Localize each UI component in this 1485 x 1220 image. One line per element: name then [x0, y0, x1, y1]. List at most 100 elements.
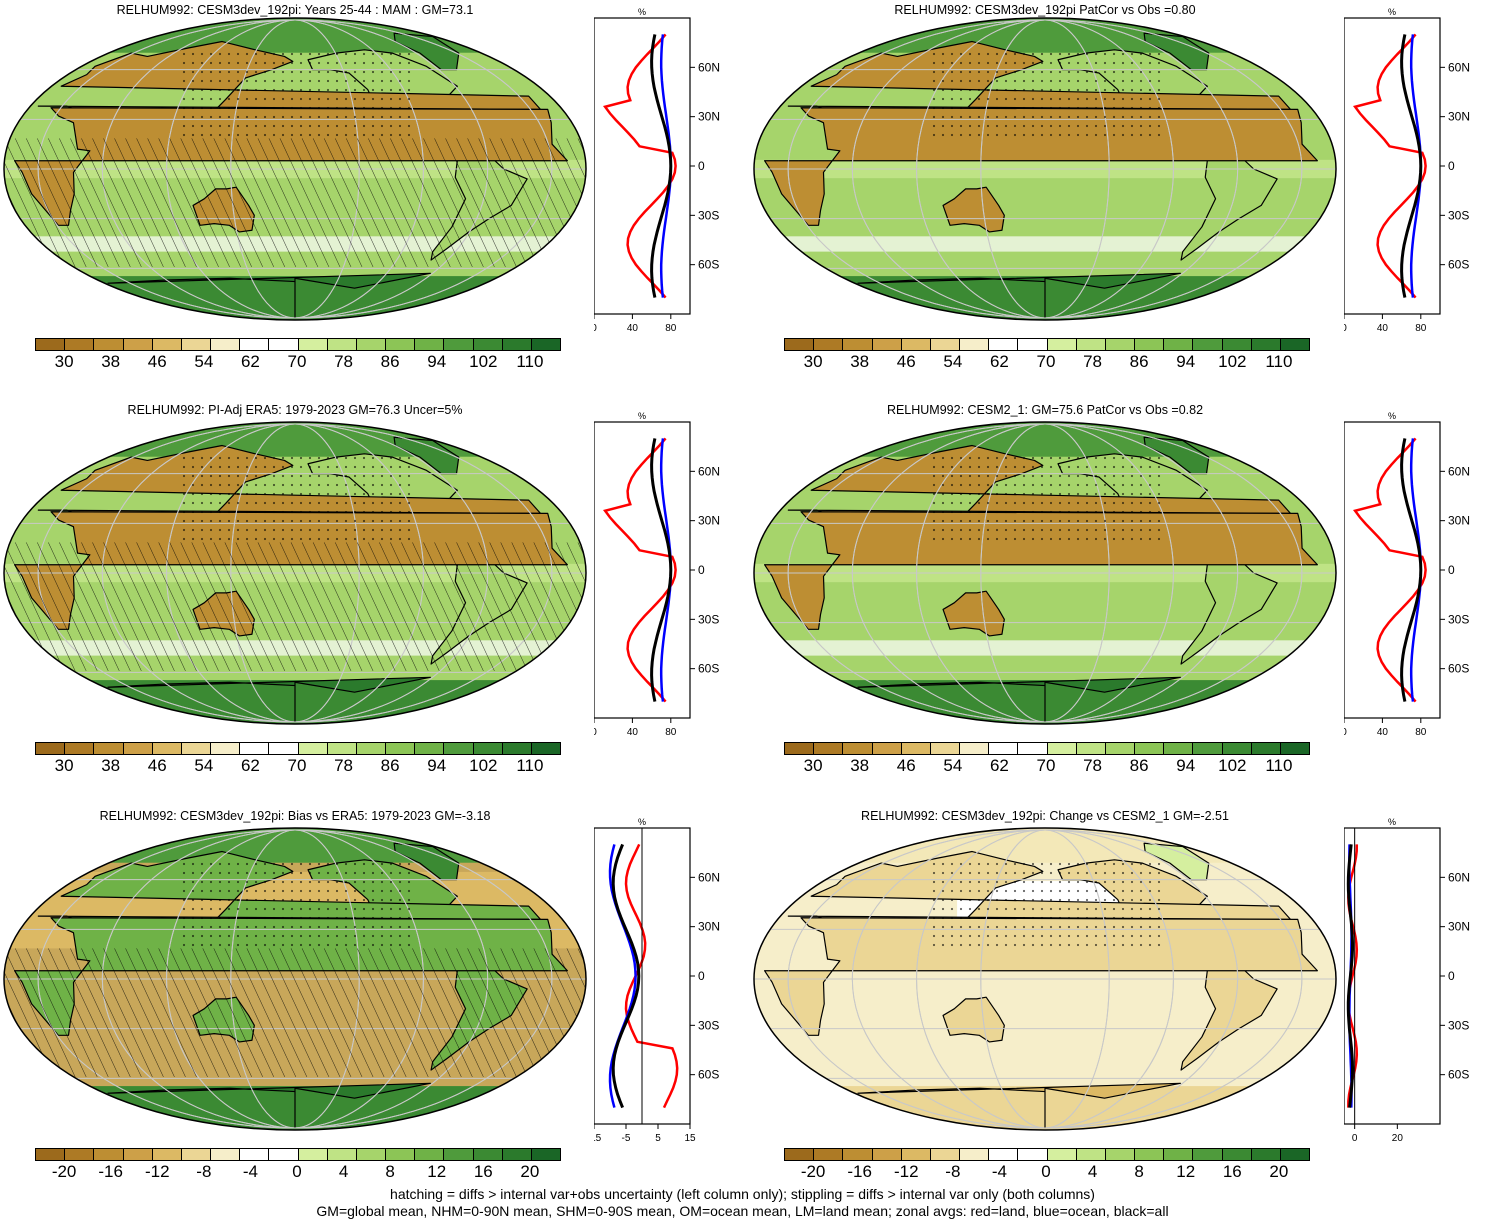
colorbar-swatch — [1280, 1149, 1310, 1160]
continent-greenland — [393, 842, 460, 881]
colorbar-swatch — [531, 743, 561, 754]
zonal-unit: % — [638, 7, 646, 17]
colorbar-swatch — [211, 743, 241, 754]
colorbar-tick-label: 30 — [803, 352, 823, 371]
colorbar-swatch — [872, 339, 902, 350]
map-border — [3, 17, 587, 321]
x-tick-label: 40 — [1377, 727, 1389, 738]
x-tick-label: 5 — [655, 1133, 661, 1144]
zonal-mean-plot: % 60N 30N 0 30S 60S 0 40 80 — [1344, 7, 1470, 334]
colorbar-swatch — [1164, 743, 1194, 754]
colorbar-tick-label: 12 — [427, 1162, 447, 1181]
colorbar-swatch — [1222, 743, 1252, 754]
colorbar-tick-label: 62 — [989, 352, 1009, 371]
stippling-overlay — [927, 450, 1163, 543]
graticule-lon — [787, 19, 1303, 319]
colorbar-swatch — [123, 1149, 153, 1160]
zonal-curve-land — [602, 437, 677, 703]
lat-tick-label: 30N — [698, 514, 720, 528]
colorbar-swatch — [298, 1149, 328, 1160]
colorbar-swatch — [960, 743, 990, 754]
stippling-overlay — [927, 46, 1163, 139]
continent-greenland — [1143, 32, 1210, 71]
colorbar-tick-label: 78 — [334, 352, 354, 371]
colorbar-swatch — [356, 339, 387, 350]
colorbar-tick-label: 38 — [850, 352, 870, 371]
colorbar-tick-label: -16 — [847, 1162, 872, 1181]
x-tick-label: 80 — [665, 323, 677, 334]
lat-tick-label: 30S — [1448, 612, 1469, 626]
colorbar-swatch — [444, 743, 474, 754]
colorbar-tick-label: 102 — [469, 352, 498, 371]
lat-tick-label: 30N — [698, 110, 720, 124]
colorbar-swatch — [211, 339, 241, 350]
colorbar-tick-label: 110 — [516, 756, 544, 775]
colorbar-swatch — [269, 1149, 299, 1160]
zonal-curve-land — [624, 843, 679, 1109]
colorbar-swatch — [1018, 743, 1048, 754]
panel-title: RELHUM992: CESM3dev_192pi: Change vs CES… — [861, 809, 1229, 823]
colorbar-swatch — [473, 339, 503, 350]
colorbar-tick-label: -8 — [945, 1162, 961, 1181]
colorbar-tick-label: 16 — [473, 1162, 493, 1181]
lat-tick-label: 60N — [698, 60, 720, 74]
lat-tick-label: 0 — [698, 969, 705, 983]
x-tick-label: 0 — [594, 727, 597, 738]
map-border — [3, 827, 587, 1131]
continent-south-america — [1180, 555, 1278, 665]
colorbar-tick-label: 94 — [427, 352, 447, 371]
colorbar-swatch — [298, 339, 328, 350]
colorbar-tick-label: -4 — [991, 1162, 1007, 1181]
continent-greenland — [393, 436, 460, 475]
colorbar-tick-label: 0 — [1041, 1162, 1051, 1181]
colorbar-swatch — [872, 743, 902, 754]
zonal-curve-all — [1400, 34, 1423, 298]
zonal-curve-all — [650, 34, 673, 298]
zonal-curve-all — [650, 438, 673, 702]
colorbar-tick-label: 110 — [1265, 352, 1293, 371]
colorbar-swatch — [152, 339, 182, 350]
colorbar-swatch — [1018, 339, 1048, 350]
lat-tick-label: 30S — [698, 612, 719, 626]
colorbar-swatch — [1280, 743, 1310, 754]
colorbar-swatch — [1193, 743, 1223, 754]
hatching-overlay — [4, 948, 586, 1077]
x-tick-label: 80 — [1415, 727, 1427, 738]
colorbar-tick-label: 46 — [896, 756, 916, 775]
x-tick-label: 80 — [1415, 323, 1427, 334]
colorbar-tick-label: -20 — [51, 1162, 77, 1181]
lat-tick-label: 30S — [698, 208, 719, 222]
colorbar-swatch — [1047, 339, 1077, 350]
colorbar-swatch — [502, 743, 532, 754]
colorbar-tick-label: 110 — [1265, 756, 1293, 775]
lat-tick-label: 0 — [698, 563, 705, 577]
colorbar-tick-label: 70 — [287, 756, 307, 775]
colorbar-swatch — [386, 1149, 416, 1160]
colorbar-tick-label: -20 — [800, 1162, 826, 1181]
colorbar-swatch — [901, 743, 931, 754]
colorbar-swatch — [356, 743, 387, 754]
stippling-overlay — [927, 856, 1163, 949]
colorbar-tick-label: 78 — [334, 756, 354, 775]
colorbar-swatch — [473, 1149, 503, 1160]
southern-ocean-band — [754, 640, 1336, 656]
colorbar-swatch — [356, 1149, 387, 1160]
map-5 — [3, 827, 587, 1131]
colorbar-swatch — [989, 1149, 1019, 1160]
zonal-mean-plot: % 60N 30N 0 30S 60S 0 20 — [1344, 817, 1470, 1144]
colorbar-swatch — [1193, 1149, 1223, 1160]
colorbar-tick-label: 54 — [194, 756, 214, 775]
map-border — [753, 827, 1337, 1131]
colorbar-swatch — [814, 743, 844, 754]
x-tick-label: 0 — [1352, 1133, 1358, 1144]
panel-title: RELHUM992: PI-Adj ERA5: 1979-2023 GM=76.… — [127, 403, 463, 417]
colorbar-tick-label: 54 — [194, 352, 214, 371]
colorbar-swatch — [386, 339, 416, 350]
colorbar-swatch — [1135, 339, 1165, 350]
colorbar-tick-label: 54 — [943, 756, 963, 775]
colorbar-tick-label: 16 — [1222, 1162, 1242, 1181]
hatching-overlay — [4, 542, 586, 671]
colorbar-swatch — [1135, 743, 1165, 754]
zonal-unit: % — [638, 411, 646, 421]
colorbar-tick-label: 86 — [1129, 756, 1149, 775]
